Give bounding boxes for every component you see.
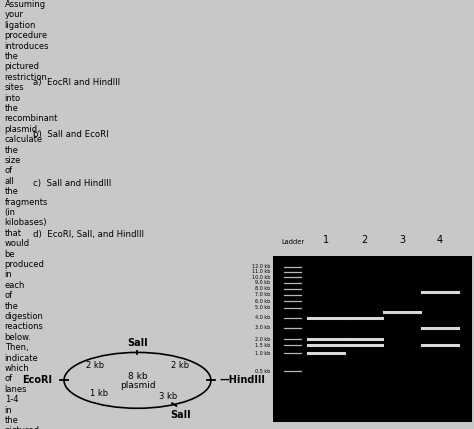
Text: Ladder: Ladder [281, 239, 304, 245]
Text: 4.0 kb: 4.0 kb [255, 315, 270, 320]
Text: 8.0 kb: 8.0 kb [255, 286, 270, 291]
Text: EcoRI: EcoRI [22, 375, 52, 385]
Text: SalI: SalI [127, 338, 148, 348]
Text: 2 kb: 2 kb [86, 362, 104, 370]
Text: 2 kb: 2 kb [171, 362, 189, 370]
Bar [273, 256, 472, 422]
Text: Assuming your ligation procedure introduces the pictured restriction sites into : Assuming your ligation procedure introdu… [5, 0, 58, 429]
Text: plasmid: plasmid [119, 381, 155, 390]
Text: 4: 4 [437, 235, 443, 245]
Text: 5.0 kb: 5.0 kb [255, 305, 270, 310]
Text: 8 kb: 8 kb [128, 372, 147, 381]
Text: —HindIII: —HindIII [219, 375, 265, 385]
Text: 1: 1 [323, 235, 329, 245]
Text: 1.5 kb: 1.5 kb [255, 343, 270, 348]
Text: 2.0 kb: 2.0 kb [255, 337, 270, 342]
Text: 6.0 kb: 6.0 kb [255, 299, 270, 304]
Text: 1.0 kb: 1.0 kb [255, 350, 270, 356]
Text: b)  SalI and EcoRI: b) SalI and EcoRI [33, 130, 108, 139]
Text: 3 kb: 3 kb [159, 392, 177, 401]
Text: 3: 3 [399, 235, 405, 245]
Text: 1 kb: 1 kb [91, 390, 109, 399]
Text: 2: 2 [361, 235, 367, 245]
Text: 12.0 kb: 12.0 kb [252, 264, 270, 269]
Text: d)  EcoRI, SalI, and HindIII: d) EcoRI, SalI, and HindIII [33, 230, 144, 239]
Text: 3.0 kb: 3.0 kb [255, 326, 270, 330]
Text: SalI: SalI [170, 410, 191, 420]
Text: 11.0 kb: 11.0 kb [252, 269, 270, 274]
Text: 0.5 kb: 0.5 kb [255, 369, 270, 374]
Text: a)  EocRI and HindIII: a) EocRI and HindIII [33, 78, 120, 87]
Text: 9.0 kb: 9.0 kb [255, 280, 270, 285]
Text: c)  SalI and HindIII: c) SalI and HindIII [33, 178, 111, 187]
Text: 10.0 kb: 10.0 kb [252, 275, 270, 280]
Text: 7.0 kb: 7.0 kb [255, 293, 270, 297]
